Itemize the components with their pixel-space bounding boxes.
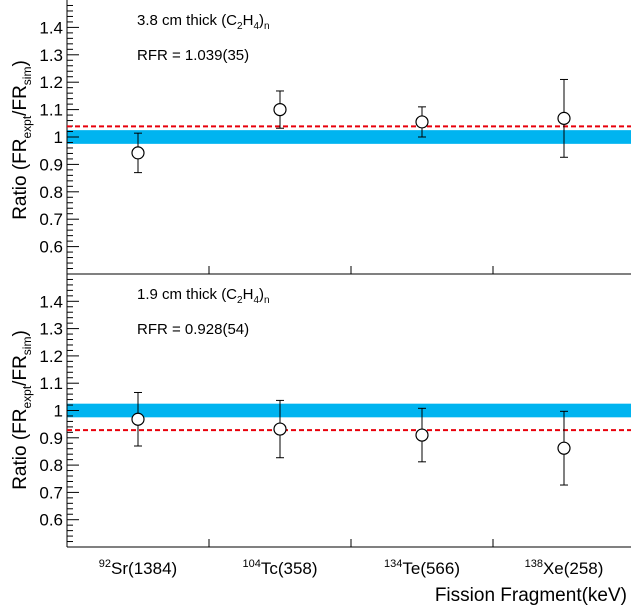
top-y-tick-label: 0.7: [39, 210, 63, 229]
top-y-tick-label: 0.9: [39, 155, 63, 174]
top-y-tick-label: 0.6: [39, 238, 63, 257]
bottom-data-point: [415, 428, 429, 442]
bottom-y-tick-label: 0.8: [39, 456, 63, 475]
top-data-point: [131, 146, 145, 160]
x-tick-label-te: 134Te(566): [384, 558, 460, 578]
bottom-y-tick-label: 0.7: [39, 483, 63, 502]
bottom-y-tick-label: 1.4: [39, 292, 63, 311]
x-axis-title: Fission Fragment(keV): [435, 585, 627, 606]
bottom-rfr-band: [67, 403, 631, 418]
bottom-y-tick-label: 0.9: [39, 429, 63, 448]
top-data-point: [273, 102, 287, 117]
top-data-point: [557, 111, 571, 125]
x-tick-label-tc: 104Tc(358): [242, 558, 317, 578]
bottom-rfr-annotation: RFR = 0.928(54): [137, 321, 249, 338]
bottom-y-tick-label: 0.6: [39, 511, 63, 530]
top-rfr-band: [67, 130, 631, 144]
bottom-y-axis-title: Ratio (FRexpt/FRsim): [10, 330, 34, 490]
bottom-material-annotation: 1.9 cm thick (C2H4)n: [137, 286, 270, 306]
bottom-y-tick-label: 1.2: [39, 347, 63, 366]
bottom-data-point: [557, 441, 571, 455]
top-y-axis-title: Ratio (FRexpt/FRsim): [10, 60, 34, 220]
x-tick-label-sr: 92Sr(1384): [99, 558, 177, 578]
bottom-y-tick-label: 1.3: [39, 320, 63, 339]
top-y-tick-label: 1.3: [39, 46, 63, 65]
bottom-data-point: [131, 412, 145, 426]
top-y-tick-label: 1.1: [39, 101, 63, 120]
top-rfr-annotation: RFR = 1.039(35): [137, 47, 249, 64]
bottom-data-point: [273, 422, 287, 436]
top-data-point: [415, 115, 429, 129]
top-y-tick-label: 1.2: [39, 73, 63, 92]
bottom-y-tick-label: 1.1: [39, 374, 63, 393]
top-y-tick-label: 0.8: [39, 183, 63, 202]
top-material-annotation: 3.8 cm thick (C2H4)n: [137, 12, 270, 32]
bottom-y-tick-label: 1: [54, 402, 63, 421]
top-y-tick-label: 1.4: [39, 18, 63, 37]
x-tick-label-xe: 138Xe(258): [525, 558, 604, 578]
top-y-tick-label: 1: [54, 128, 63, 147]
